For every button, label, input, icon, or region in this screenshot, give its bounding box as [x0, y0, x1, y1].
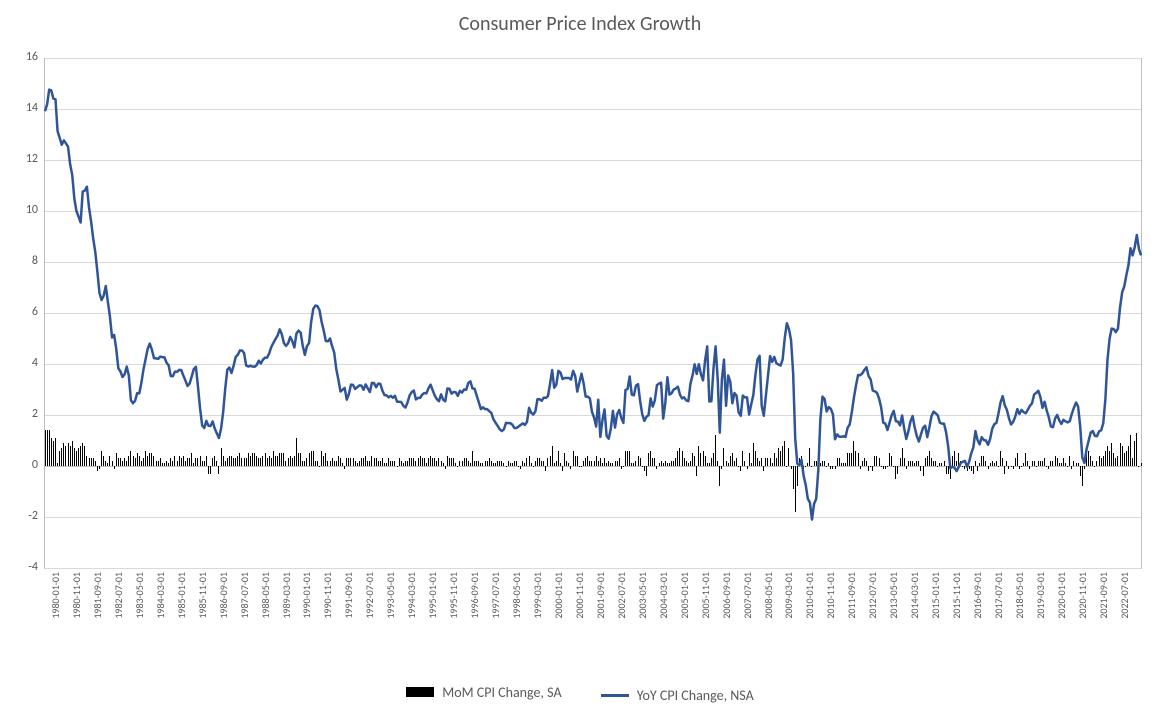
legend-label-bar: MoM CPI Change, SA	[442, 684, 561, 701]
x-tick-label: 2004-03-01	[657, 572, 670, 662]
x-tick-label: 1995-01-01	[426, 572, 439, 662]
x-tick-label: 2006-09-01	[720, 572, 733, 662]
y-tick-label: 2	[4, 407, 38, 421]
x-tick-label: 2021-09-01	[1097, 572, 1110, 662]
x-tick-label: 2000-01-01	[552, 572, 565, 662]
x-tick-label: 1998-05-01	[510, 572, 523, 662]
x-tick-label: 2011-09-01	[845, 572, 858, 662]
x-tick-label: 1980-01-01	[49, 572, 62, 662]
x-tick-label: 2017-07-01	[992, 572, 1005, 662]
yoy-line	[45, 90, 1141, 520]
x-tick-label: 2008-05-01	[762, 572, 775, 662]
x-tick-label: 1982-07-01	[112, 572, 125, 662]
legend-item-bar: MoM CPI Change, SA	[406, 684, 561, 701]
x-tick-label: 1995-11-01	[447, 572, 460, 662]
x-tick-label: 2020-01-01	[1055, 572, 1068, 662]
x-tick-label: 1985-11-01	[196, 572, 209, 662]
x-tick-label: 2019-03-01	[1034, 572, 1047, 662]
legend-swatch-line	[601, 694, 629, 697]
x-tick-label: 1988-05-01	[259, 572, 272, 662]
y-tick-label: -4	[4, 560, 38, 574]
x-tick-label: 1997-07-01	[489, 572, 502, 662]
cpi-chart: Consumer Price Index Growth -4 -2 0 2 4 6 8 10 1…	[0, 0, 1160, 710]
x-tick-label: 1989-03-01	[280, 572, 293, 662]
y-tick-label: 14	[4, 101, 38, 115]
y-tick-label: 0	[4, 458, 38, 472]
y-tick-label: 6	[4, 305, 38, 319]
x-tick-label: 2000-11-01	[573, 572, 586, 662]
chart-title: Consumer Price Index Growth	[0, 12, 1160, 36]
x-tick-label: 1986-09-01	[217, 572, 230, 662]
x-tick-label: 2014-03-01	[908, 572, 921, 662]
x-tick-label: 1999-03-01	[531, 572, 544, 662]
y-tick-label: 4	[4, 356, 38, 370]
x-tick-label: 2003-05-01	[636, 572, 649, 662]
x-tick-label: 1994-03-01	[405, 572, 418, 662]
x-tick-label: 2002-07-01	[615, 572, 628, 662]
x-tick-label: 2005-11-01	[699, 572, 712, 662]
x-tick-label: 2020-11-01	[1076, 572, 1089, 662]
x-tick-label: 1985-01-01	[175, 572, 188, 662]
x-tick-label: 2007-07-01	[741, 572, 754, 662]
y-tick-label: 10	[4, 203, 38, 217]
plot-area	[44, 58, 1142, 569]
y-tick-label: 12	[4, 152, 38, 166]
x-tick-label: 2015-01-01	[929, 572, 942, 662]
x-tick-label: 1991-09-01	[342, 572, 355, 662]
x-tick-label: 2013-05-01	[887, 572, 900, 662]
y-tick-label: -2	[4, 509, 38, 523]
x-tick-label: 1983-05-01	[133, 572, 146, 662]
y-tick-label: 16	[4, 50, 38, 64]
x-tick-label: 2012-07-01	[866, 572, 879, 662]
x-tick-label: 1993-05-01	[384, 572, 397, 662]
legend-swatch-bar	[406, 687, 434, 697]
y-tick-label: 8	[4, 254, 38, 268]
x-tick-label: 2001-09-01	[594, 572, 607, 662]
legend: MoM CPI Change, SA YoY CPI Change, NSA	[0, 684, 1160, 705]
x-tick-label: 1990-11-01	[321, 572, 334, 662]
x-tick-label: 1990-01-01	[300, 572, 313, 662]
x-tick-label: 1996-09-01	[468, 572, 481, 662]
x-tick-label: 2018-05-01	[1013, 572, 1026, 662]
x-tick-label: 1984-03-01	[154, 572, 167, 662]
x-tick-label: 2022-07-01	[1118, 572, 1131, 662]
x-tick-label: 2015-11-01	[950, 572, 963, 662]
x-tick-label: 1992-07-01	[363, 572, 376, 662]
x-tick-label: 2005-01-01	[678, 572, 691, 662]
x-tick-label: 2010-11-01	[824, 572, 837, 662]
line-series	[45, 58, 1141, 568]
x-tick-label: 1987-07-01	[238, 572, 251, 662]
legend-item-line: YoY CPI Change, NSA	[601, 687, 754, 704]
x-tick-label: 2009-03-01	[782, 572, 795, 662]
x-tick-label: 2010-01-01	[803, 572, 816, 662]
x-tick-label: 1981-09-01	[91, 572, 104, 662]
x-tick-label: 1980-11-01	[70, 572, 83, 662]
x-tick-label: 2016-09-01	[971, 572, 984, 662]
legend-label-line: YoY CPI Change, NSA	[637, 687, 754, 704]
x-axis-ticks: 1980-01-01 1980-11-01 1981-09-01 1982-07-01…	[44, 570, 1140, 670]
